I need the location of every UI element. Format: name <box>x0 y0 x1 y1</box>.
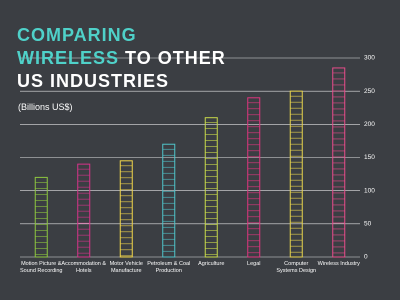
chart-title: COMPARING WIRELESS TO OTHER US INDUSTRIE… <box>17 24 242 93</box>
y-tick-label: 200 <box>364 121 375 128</box>
y-tick-label: 100 <box>364 187 375 194</box>
bar <box>77 163 91 258</box>
x-tick-label: Petroleum & Coal Production <box>147 261 191 274</box>
bar <box>247 97 261 258</box>
x-tick-label: Agriculture <box>198 261 225 267</box>
x-tick-label: Motor Vehicle Manufacture <box>109 261 143 274</box>
x-tick-label: Legal <box>247 261 261 267</box>
y-tick-label: 50 <box>364 221 372 228</box>
subtitle: (Billions US$) <box>18 102 73 112</box>
bar <box>34 176 48 258</box>
x-tick-label: Motion Picture & Sound Recording <box>19 261 63 274</box>
bar <box>119 160 133 258</box>
x-tick-label: Wireless Industry <box>317 261 360 267</box>
x-tick-label: Computer Systems Design <box>276 261 317 274</box>
title-highlight: COMPARING WIRELESS <box>17 25 137 68</box>
bar <box>162 143 176 258</box>
y-tick-label: 300 <box>364 55 375 62</box>
x-tick-label: Accommodation & Hotels <box>61 261 107 274</box>
title-rest: TO OTHER US INDUSTRIES <box>17 48 226 91</box>
y-tick-label: 250 <box>364 88 375 95</box>
bar <box>332 67 346 258</box>
y-tick-label: 0 <box>364 254 368 261</box>
y-tick-label: 150 <box>364 154 375 161</box>
bar <box>204 117 218 258</box>
